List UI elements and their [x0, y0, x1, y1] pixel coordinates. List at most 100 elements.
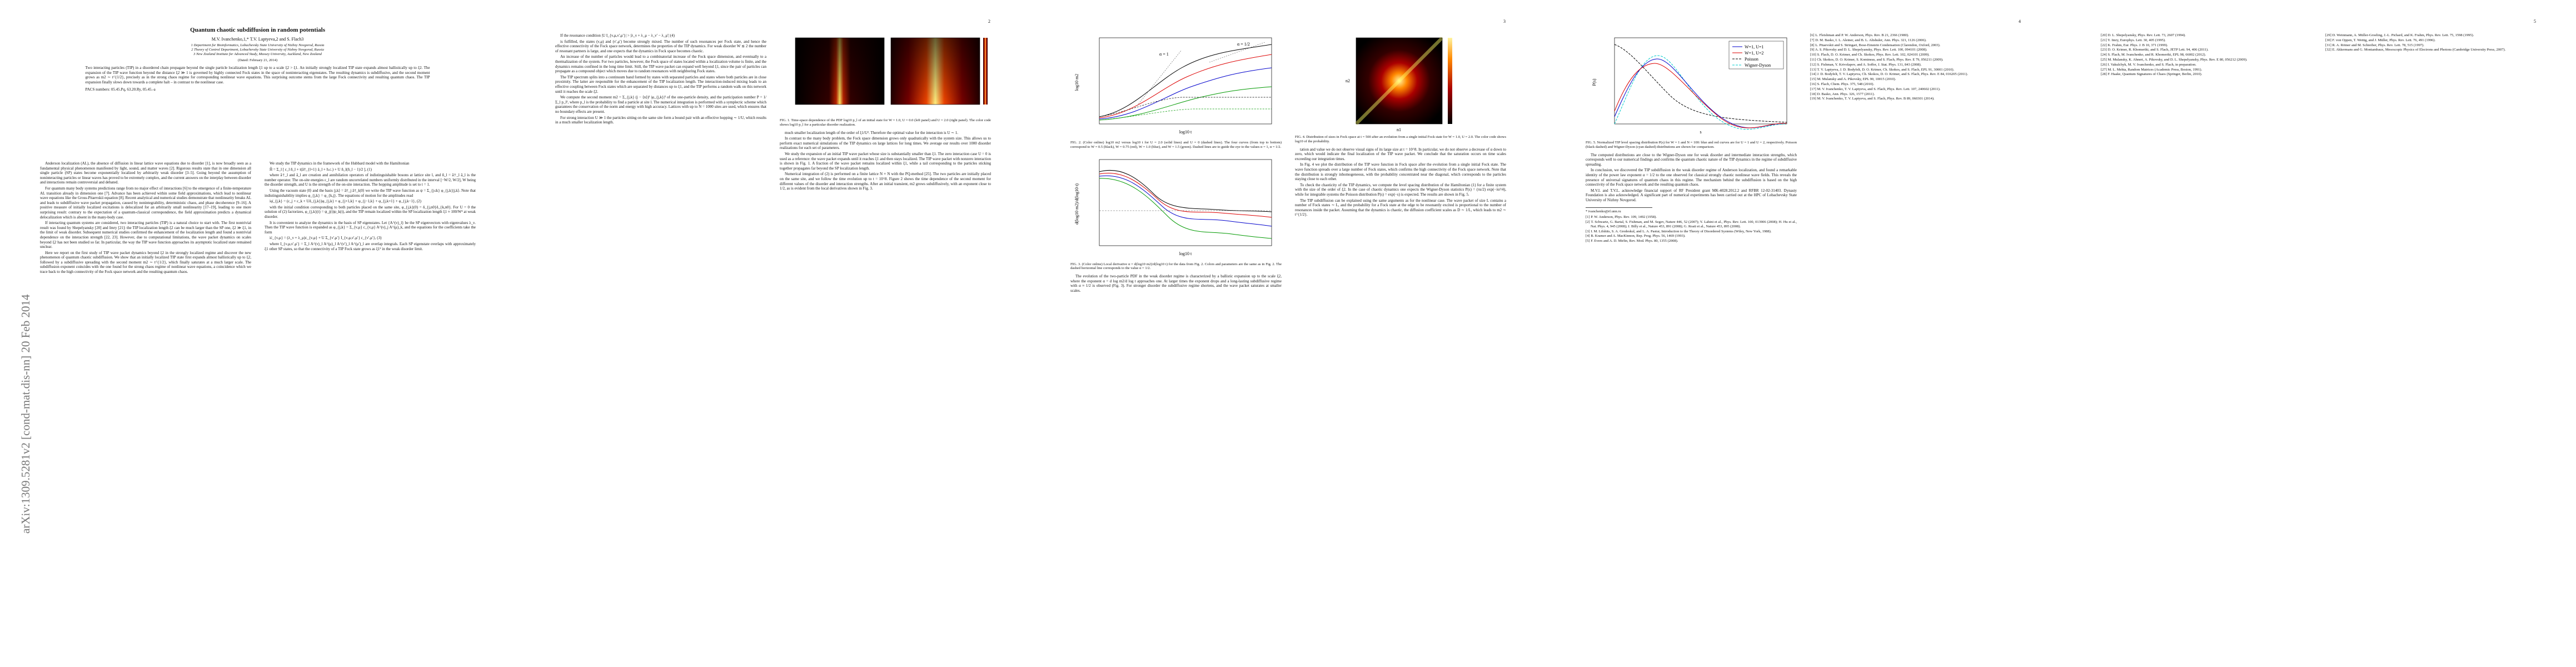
- paragraph: If interacting quantum systems are consi…: [40, 221, 251, 250]
- legend-label: Wigner-Dyson: [1745, 63, 1771, 68]
- reference: [3] I. M. Lifshits, S. A. Gredeskul, and…: [1586, 229, 1772, 233]
- title: Quantum chaotic subdiffusion in random p…: [190, 27, 325, 33]
- legend-box: [1728, 41, 1784, 69]
- reference: [12] S. Fishman, Y. Krivolapov, and A. S…: [1810, 62, 1922, 67]
- columns: If the resonance condition |U I_{ν,μ,ν′,…: [555, 33, 991, 192]
- column-body: The computed distributions are close to …: [1586, 153, 1797, 243]
- columns: Anderson localization (AL), the absence …: [40, 161, 476, 276]
- paragraph: tation and value we do not observe visua…: [1295, 147, 1506, 161]
- x-axis-label: s: [1700, 130, 1701, 135]
- reference: [21] Y. Imry, Europhys. Lett. 30, 405 (1…: [2101, 38, 2166, 42]
- diagonal-band: [1354, 36, 1444, 126]
- plot-frame: [1356, 37, 1443, 125]
- paragraph: To check the chaoticity of the TIP dynam…: [1295, 182, 1506, 197]
- panel-frame: [795, 37, 885, 105]
- reference: [15] M. Mulansky and A. Pikovsky, EPL 90…: [1810, 77, 1896, 82]
- reference: [23] D. O. Krimer, R. Khomeriki, and S. …: [2101, 48, 2209, 52]
- columns: log10 m2 log10 t α = 1 α = 1/2 FIG. 2. (…: [1070, 33, 1506, 295]
- page: 3 log10 m2 log10 t α = 1 α = 1/2: [1030, 0, 1546, 667]
- page: 4 W=1, U=1 W=1, U=2 Poisson: [1546, 0, 2061, 667]
- affiliation: 1 Department for Bioinformatics, Lobache…: [191, 43, 325, 47]
- heatmap: [1356, 38, 1442, 124]
- curve: [1099, 54, 1272, 118]
- heatmap-shade: [891, 38, 980, 104]
- legend-label: W=1, U=2: [1745, 51, 1763, 56]
- date: (Dated: February 21, 2014): [237, 58, 278, 62]
- figure: d(log10 m2)/d(log10 t) log10 t FIG. 3. (…: [1070, 155, 1282, 271]
- curve: [1099, 67, 1272, 120]
- column: Anderson localization (AL), the absence …: [40, 161, 251, 276]
- figure: n2 n1 FIG. 4. Distribution of sizes in F…: [1295, 33, 1506, 144]
- paragraph: where â†_l and â_l are creation and anni…: [265, 173, 476, 187]
- curve: [1099, 172, 1272, 218]
- column-body: [6] L. Fleishman and P. W. Anderson, Phy…: [1810, 33, 2021, 101]
- reference: [26] I. Vakulchyk, M. V. Ivanchenko, and…: [2101, 62, 2196, 67]
- curve: [1099, 170, 1272, 212]
- paragraph: much smaller localization length of the …: [785, 130, 959, 135]
- figure-caption: FIG. 4. Distribution of sizes in Fock sp…: [1295, 135, 1506, 143]
- paragraph: In Fig. 4 we plot the distribution of th…: [1295, 162, 1506, 182]
- reference: [16] S. Flach, Chem. Phys. 375, 548 (201…: [1810, 82, 1875, 86]
- paragraph: In contrast to the many body problem, th…: [780, 136, 991, 151]
- columns: [20] D. L. Shepelyansky, Phys. Rev. Lett…: [2101, 33, 2537, 77]
- paragraph: We compute the second moment m2 = Σ_{j,k…: [555, 95, 766, 114]
- figure-caption: FIG. 2. (Color online) log10 m2 versus l…: [1070, 141, 1282, 149]
- figure: FIG. 1. Time-space dependence of the PDF…: [780, 33, 991, 127]
- paragraph: Here we report on the first study of TIP…: [40, 250, 251, 275]
- reference: [17] M. V. Ivanchenko, T. V. Laptyeva, a…: [1810, 87, 1941, 91]
- plot-frame: [1099, 159, 1272, 246]
- reference: [6] L. Fleishman and P. W. Anderson, Phy…: [1810, 33, 1909, 37]
- guide-line: [1209, 42, 1265, 63]
- curve: [1099, 44, 1272, 117]
- annotation: α = 1/2: [1237, 42, 1250, 47]
- y-axis-label: P(s): [1592, 78, 1597, 86]
- header: Quantum chaotic subdiffusion in random p…: [40, 27, 475, 92]
- paragraph: is fulfilled, the states (ν,μ) and (ν′,μ…: [555, 39, 766, 53]
- reference: [25] M. Mulansky, K. Ahnert, A. Pikovsky…: [2101, 57, 2248, 62]
- reference: [2] T. Schwartz, G. Bartal, S. Fishman, …: [1586, 220, 1797, 228]
- abstract: Two interacting particles (TIP) in a dis…: [85, 66, 430, 84]
- paragraph: The TIP subdiffusion can be explained us…: [1295, 198, 1506, 217]
- reference: [13] T. V. Laptyeva, J. D. Bodyfelt, D. …: [1810, 67, 1955, 72]
- pacs: PACS numbers: 05.45.Pq, 63.20.Ry, 05.45.…: [85, 87, 156, 92]
- figure-2-plot: log10 m2 log10 t α = 1 α = 1/2: [1074, 37, 1272, 135]
- column-body: [29] D. Weinmann, A. Müller-Groeling, J.…: [2325, 33, 2537, 52]
- column: [6] L. Fleishman and P. W. Anderson, Phy…: [1810, 33, 2021, 244]
- page-number: 4: [2019, 19, 2021, 24]
- y-axis-label: d(log10 m2)/d(log10 t): [1074, 183, 1079, 224]
- figure: W=1, U=1 W=1, U=2 Poisson Wigner-Dyson P…: [1586, 33, 1797, 150]
- reference: [7] D. M. Basko, I. L. Aleiner, and B. L…: [1810, 38, 1927, 42]
- paragraph: The computed distributions are close to …: [1586, 152, 1797, 167]
- column: W=1, U=1 W=1, U=2 Poisson Wigner-Dyson P…: [1586, 33, 1797, 244]
- paragraph: We study the expansion of an initial TIP…: [780, 151, 991, 171]
- figure-1-heatmaps: [795, 37, 988, 105]
- column: [29] D. Weinmann, A. Müller-Groeling, J.…: [2325, 33, 2537, 77]
- column-body: much smaller localization length of the …: [780, 131, 991, 191]
- page: arXiv:1309.5281v2 [cond-mat.dis-nn] 20 F…: [0, 0, 515, 667]
- paragraph: In conclusion, we discovered the TIP sub…: [1586, 168, 1797, 187]
- figure-caption: FIG. 3. (Color online) Local derivative …: [1070, 262, 1282, 271]
- figure-caption: FIG. 5. Normalized TIP level spacing dis…: [1586, 141, 1797, 149]
- heatmap-shade: [795, 38, 884, 104]
- reference: [31] R. A. Römer and M. Schreiber, Phys.…: [2325, 43, 2424, 47]
- authors: M.V. Ivanchenko,1,* T.V. Laptyeva,2 and …: [211, 37, 304, 42]
- column-body: We study the TIP dynamics in the framewo…: [265, 161, 476, 251]
- columns: W=1, U=1 W=1, U=2 Poisson Wigner-Dyson P…: [1586, 33, 2021, 244]
- paragraph: M.V.I. and T.V.L. acknowledge financial …: [1586, 188, 1797, 202]
- paragraph: If the resonance condition |U I_{ν,μ,ν′,…: [560, 33, 675, 38]
- colorbar: [1448, 38, 1452, 124]
- page: 2 If the resonance condition |U I_{ν,μ,ν…: [515, 0, 1030, 667]
- x-axis-label: log10 t: [1179, 130, 1192, 135]
- paragraph: For strong interaction U ≫ 1 the particl…: [555, 115, 766, 125]
- guide-line: [1137, 49, 1182, 106]
- column: log10 m2 log10 t α = 1 α = 1/2 FIG. 2. (…: [1070, 33, 1282, 295]
- footnote: * ivanchenko@rf.unn.ru: [1586, 207, 1652, 215]
- paragraph: with the initial condition corresponding…: [265, 205, 476, 219]
- legend-label: Poisson: [1745, 57, 1758, 62]
- column-body: tation and value we do not observe visua…: [1295, 147, 1506, 217]
- paragraph: Using the vacuum state |0⟩ and the basis…: [265, 188, 476, 198]
- page-number: 2: [988, 19, 990, 24]
- x-axis-label: n1: [1397, 127, 1401, 132]
- paragraph: For quantum many body systems prediction…: [40, 186, 251, 220]
